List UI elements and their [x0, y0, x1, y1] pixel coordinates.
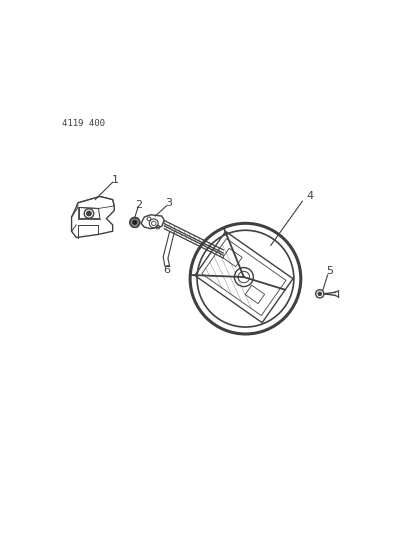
Text: 1: 1: [112, 175, 119, 184]
Circle shape: [133, 220, 137, 224]
Circle shape: [130, 217, 140, 228]
Text: 5: 5: [326, 266, 333, 276]
Text: 6: 6: [163, 265, 170, 275]
Text: 3: 3: [165, 198, 172, 208]
Circle shape: [87, 211, 91, 216]
Circle shape: [318, 292, 322, 295]
Text: 4: 4: [307, 191, 314, 201]
Text: 2: 2: [135, 200, 142, 210]
Text: 4119 400: 4119 400: [62, 119, 105, 128]
